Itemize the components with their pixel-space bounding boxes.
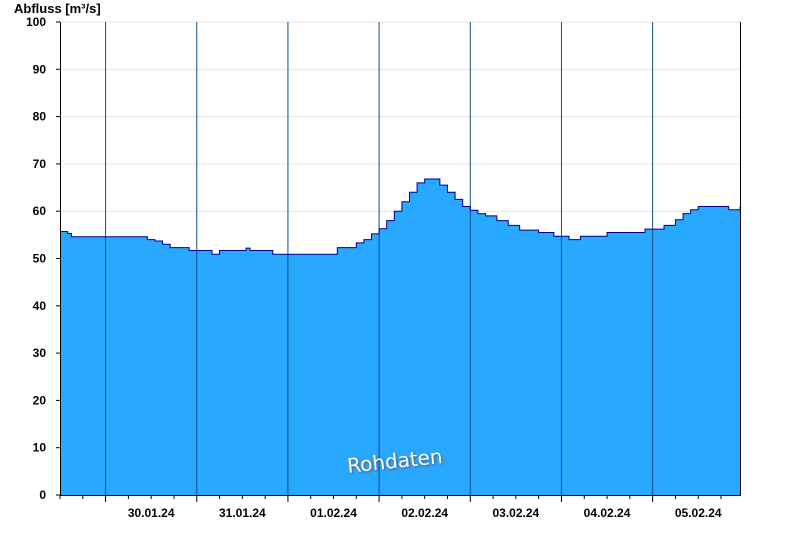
y-tick-label: 0: [39, 488, 46, 502]
axes: [60, 22, 741, 496]
discharge-area: [60, 179, 740, 495]
x-tick-label: 03.02.24: [493, 506, 540, 520]
y-tick-label: 40: [33, 299, 47, 313]
y-axis-ticks: 0 10 20 30 40 50 60 70 80 90 100: [26, 15, 60, 502]
discharge-line: [60, 178, 741, 255]
y-tick-label: 80: [33, 110, 47, 124]
x-tick-label: 30.01.24: [128, 506, 175, 520]
x-tick-label: 31.01.24: [219, 506, 266, 520]
y-tick-label: 100: [26, 15, 46, 29]
y-axis-label: Abfluss [m³/s]: [14, 1, 101, 16]
day-dividers: [105, 22, 654, 495]
x-tick-label: 01.02.24: [310, 506, 357, 520]
y-tick-label: 90: [33, 62, 47, 76]
y-tick-label: 20: [33, 393, 47, 407]
x-tick-label: 05.02.24: [675, 506, 722, 520]
x-axis-ticks: 30.01.24 31.01.24 01.02.24 02.02.24 03.02.24…: [59, 495, 722, 520]
x-tick-label: 04.02.24: [584, 506, 631, 520]
x-tick-label: 02.02.24: [401, 506, 448, 520]
y-tick-label: 10: [33, 441, 47, 455]
y-tick-label: 30: [33, 346, 47, 360]
y-tick-label: 60: [33, 204, 47, 218]
y-tick-label: 50: [33, 252, 47, 266]
y-tick-label: 70: [33, 157, 47, 171]
